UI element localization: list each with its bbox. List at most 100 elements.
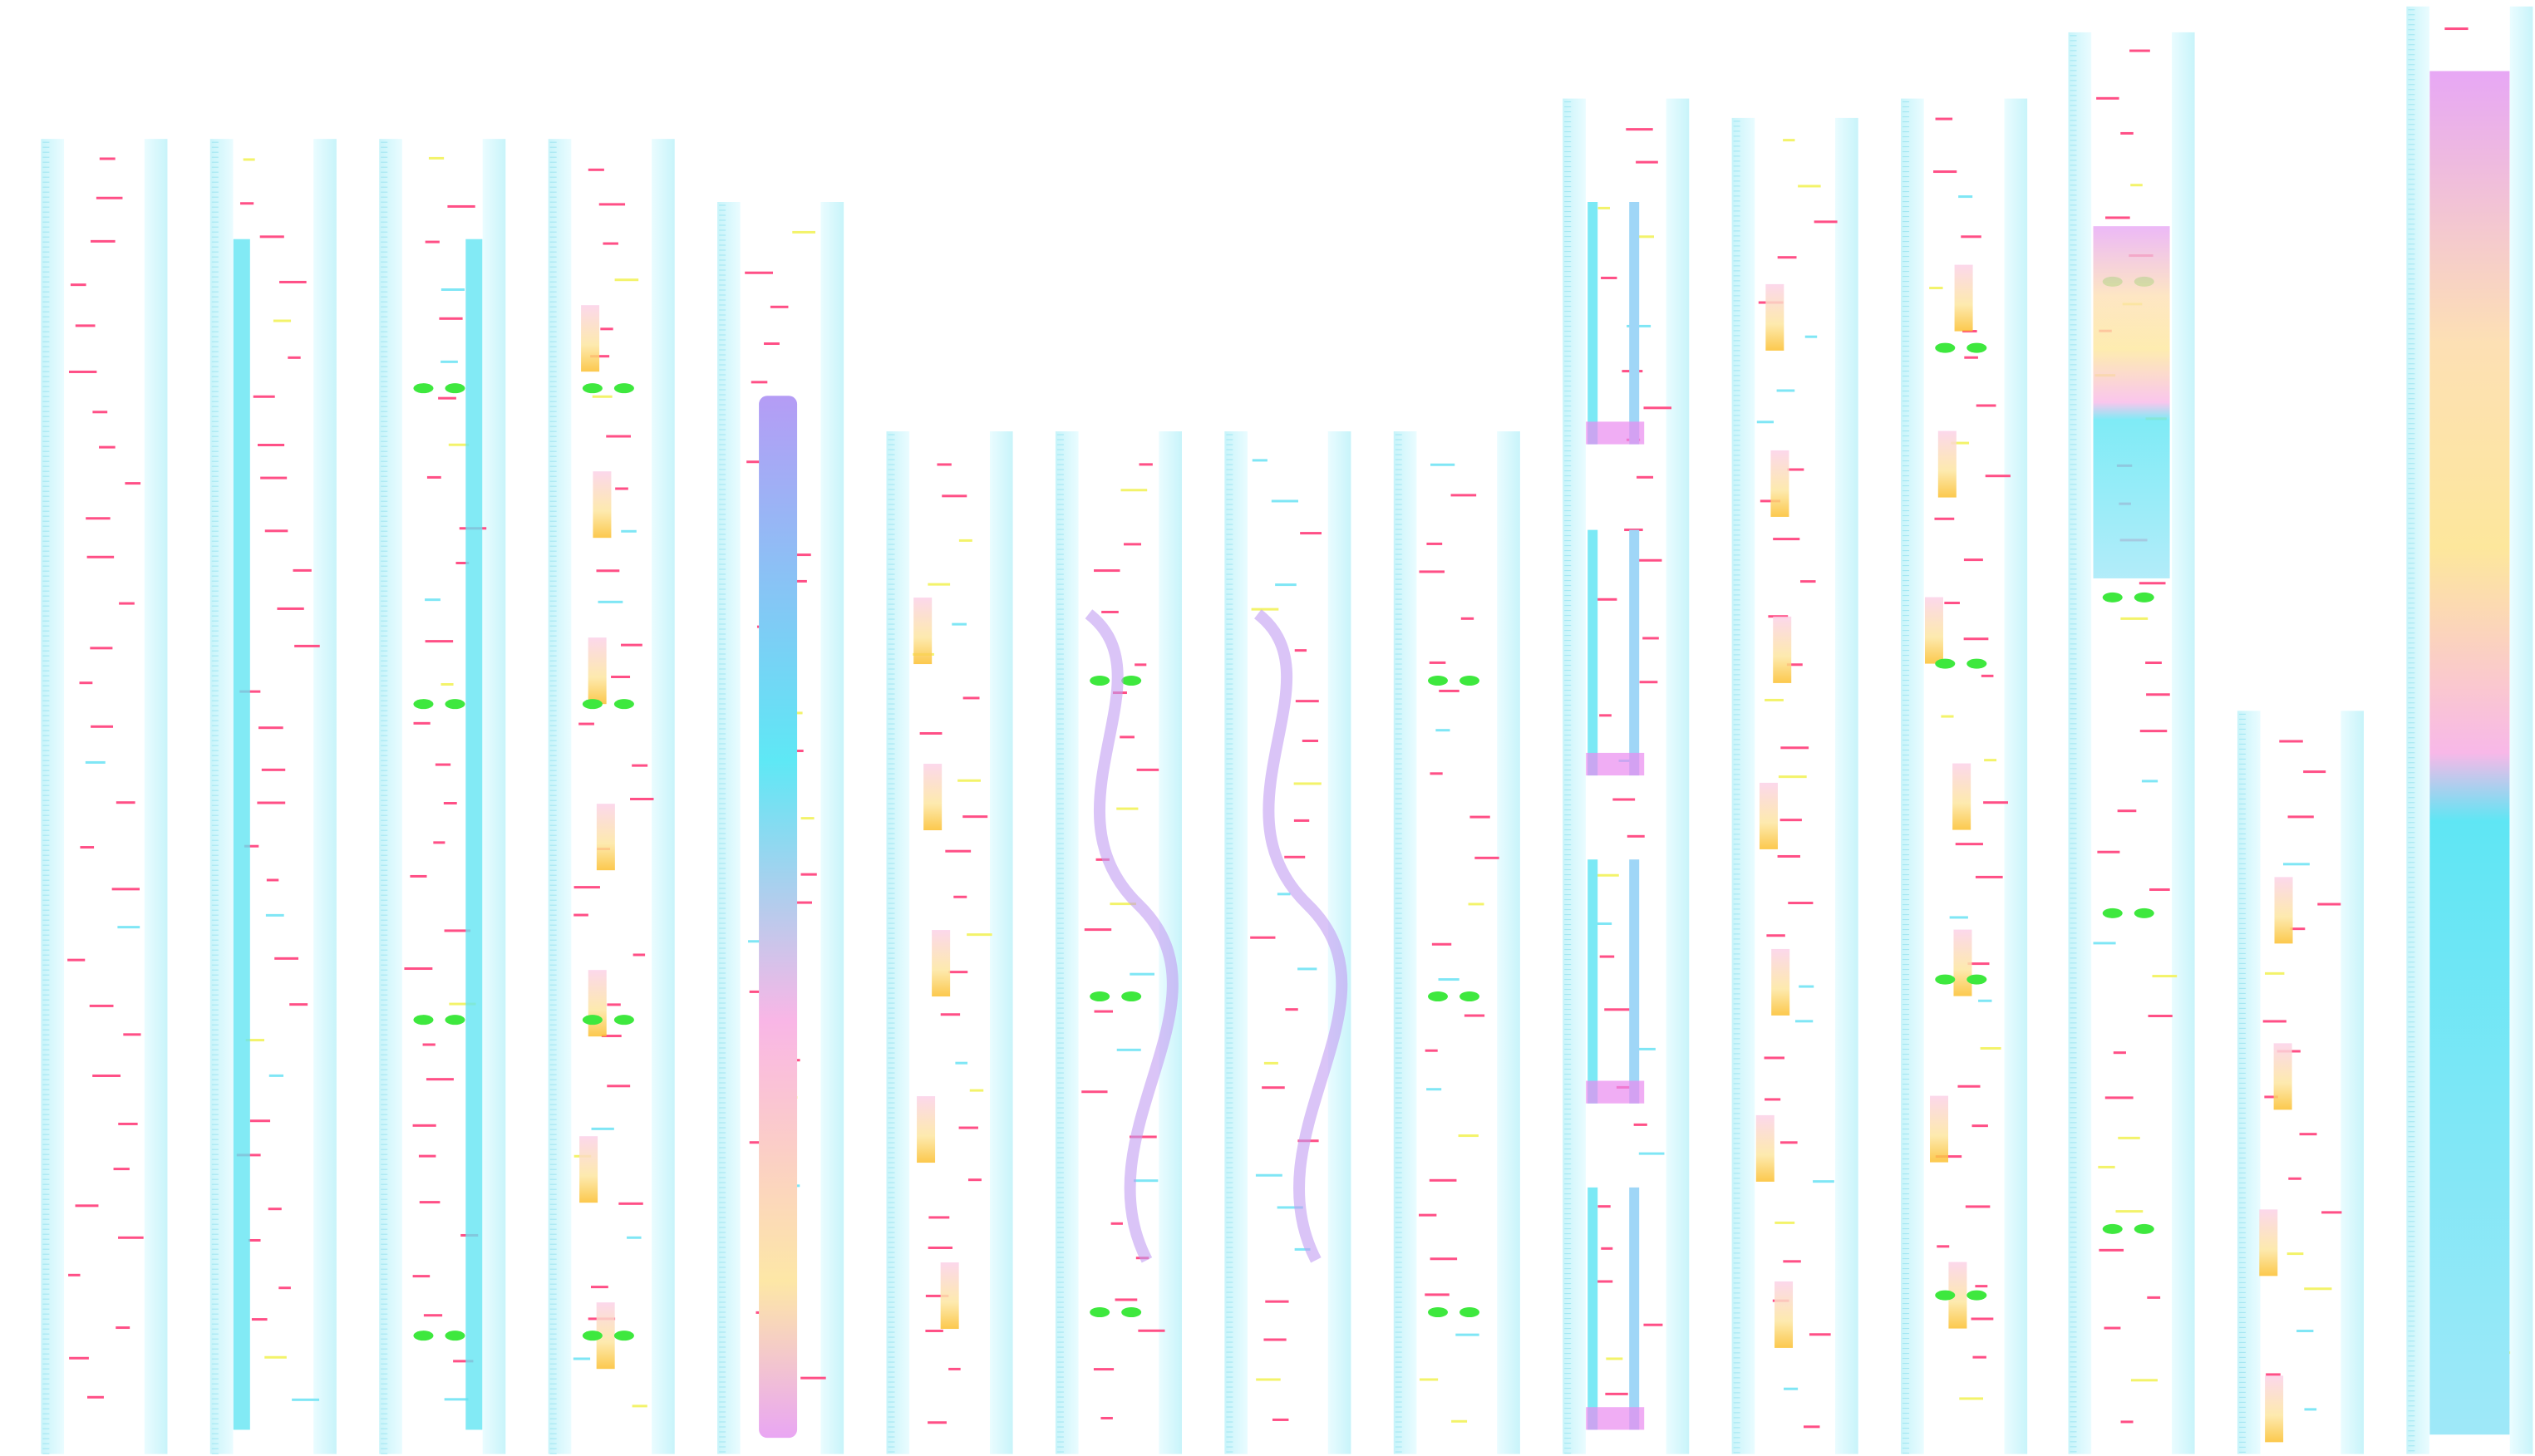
item-marker [1455, 1333, 1479, 1336]
item-marker [1277, 893, 1291, 896]
item-marker [1425, 1293, 1450, 1296]
item-marker [91, 725, 114, 728]
item-marker [948, 971, 968, 974]
item-marker [1799, 985, 1814, 988]
item-marker [258, 726, 283, 730]
item-marker [1295, 700, 1319, 703]
item-marker [2146, 693, 2170, 696]
item-marker [1779, 819, 1802, 822]
plant [2134, 1223, 2154, 1234]
item-marker [1813, 1180, 1834, 1183]
item-marker [1430, 1257, 1458, 1261]
item-marker [455, 562, 470, 565]
item-marker [1263, 1338, 1287, 1341]
item-marker [294, 644, 320, 647]
item-marker [928, 1246, 952, 1249]
item-marker [1935, 117, 1953, 121]
item-marker [1632, 235, 1654, 239]
item-marker [2304, 1408, 2317, 1411]
block [588, 637, 607, 705]
item-marker [600, 327, 613, 331]
block [1765, 283, 1784, 351]
item-marker [1637, 558, 1662, 562]
block [2274, 877, 2293, 944]
item-marker [1955, 843, 1983, 846]
item-marker [1933, 170, 1957, 174]
item-marker [426, 1078, 454, 1081]
item-marker [928, 1216, 950, 1219]
item-marker [2118, 1136, 2140, 1139]
item-marker [89, 1004, 114, 1007]
block [1771, 948, 1790, 1016]
item-marker [948, 1367, 961, 1370]
item-marker [1599, 955, 1615, 958]
item-marker [969, 1089, 984, 1092]
plant [2134, 908, 2154, 918]
item-marker [1800, 580, 1816, 583]
item-marker [1768, 615, 1789, 618]
item-marker [92, 1074, 121, 1077]
item-marker [1272, 1418, 1289, 1421]
item-marker [621, 643, 642, 647]
item-marker [1957, 1085, 1981, 1088]
item-marker [116, 801, 135, 804]
item-marker [928, 1421, 947, 1424]
spiral [1253, 609, 1348, 1263]
item-marker [1285, 1008, 1298, 1011]
item-marker [1643, 1323, 1663, 1326]
item-marker [1094, 1010, 1114, 1013]
column-wall-left [1055, 431, 1079, 1454]
item-marker [2120, 1420, 2134, 1424]
plant [613, 383, 634, 394]
item-marker [967, 933, 992, 937]
item-marker [266, 878, 279, 882]
tube-cap [1586, 752, 1645, 776]
block [940, 1262, 959, 1330]
item-marker [99, 157, 116, 160]
item-marker [125, 482, 141, 485]
item-marker [277, 607, 304, 610]
item-marker [274, 957, 298, 960]
item-marker [1964, 356, 1978, 359]
item-marker [261, 768, 286, 771]
item-marker [1263, 1061, 1278, 1065]
item-marker [253, 395, 275, 398]
block [596, 804, 615, 871]
plant [1966, 342, 1987, 353]
item-marker [1431, 942, 1452, 946]
item-marker [1984, 759, 1997, 762]
item-marker [2105, 216, 2130, 219]
item-marker [1464, 1014, 1485, 1017]
item-marker [2282, 863, 2310, 866]
item-marker [278, 1286, 291, 1290]
item-marker [1596, 1280, 1613, 1283]
item-marker [1786, 663, 1803, 667]
item-marker [264, 529, 288, 533]
item-marker [111, 888, 140, 891]
item-marker [1642, 637, 1659, 640]
item-marker [632, 1404, 647, 1408]
item-marker [1081, 1090, 1108, 1094]
block [579, 1136, 598, 1203]
item-marker [1430, 772, 1443, 775]
column-wall-left [209, 139, 234, 1454]
item-marker [2117, 809, 2137, 813]
item-marker [1300, 532, 1322, 535]
item-marker [962, 815, 988, 819]
item-marker [268, 1074, 284, 1077]
item-marker [1765, 698, 1784, 701]
plant [1428, 676, 1449, 686]
item-marker [614, 278, 639, 282]
item-marker [1975, 875, 2003, 878]
item-marker [2149, 888, 2170, 891]
item-marker [1123, 543, 1141, 546]
plant [613, 1331, 634, 1341]
item-marker [1935, 1155, 1962, 1158]
plant [1428, 1307, 1449, 1318]
item-marker [578, 722, 594, 726]
item-marker [1756, 421, 1774, 424]
block [1770, 450, 1789, 517]
item-marker [80, 846, 95, 849]
item-marker [800, 817, 815, 820]
